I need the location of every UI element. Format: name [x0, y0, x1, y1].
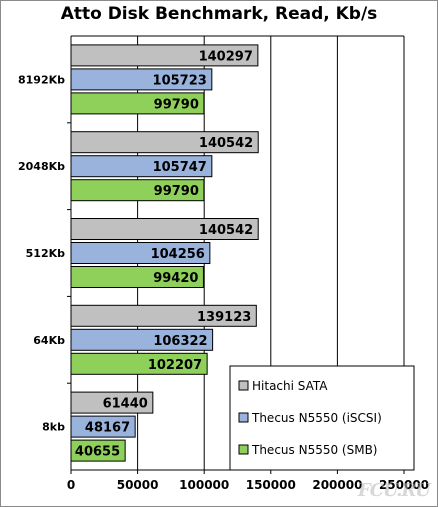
data-label-bg [199, 307, 255, 325]
x-tick-label: 100000 [179, 478, 229, 492]
legend-label: Thecus N5550 (SMB) [251, 443, 377, 457]
data-label: 99790 [154, 97, 199, 112]
data-label: 48167 [85, 421, 130, 436]
data-label-bg [76, 442, 124, 460]
data-label-bg [201, 46, 256, 64]
data-label-bg [155, 157, 210, 175]
x-tick-label: 250000 [379, 478, 429, 492]
legend-swatch [238, 380, 249, 391]
legend-swatch [238, 412, 249, 423]
x-tick-label: 0 [67, 478, 75, 492]
data-label: 61440 [103, 397, 148, 412]
data-label: 40655 [75, 445, 120, 460]
data-label-bg [104, 394, 151, 412]
category-label: 512Kb [26, 247, 65, 260]
category-label: 8192Kb [18, 73, 65, 86]
data-label: 106322 [153, 334, 207, 349]
category-label: 8kb [42, 421, 65, 434]
data-label: 102207 [148, 358, 202, 373]
data-label-bg [153, 244, 208, 262]
data-label: 105747 [153, 160, 207, 175]
x-tick-label: 200000 [312, 478, 362, 492]
legend-label: Hitachi SATA [252, 379, 328, 393]
data-label: 139123 [197, 310, 251, 325]
data-label: 140542 [199, 136, 253, 151]
category-label: 64Kb [33, 334, 65, 347]
data-label: 99790 [154, 184, 199, 199]
data-label-bg [150, 355, 206, 373]
data-label: 105723 [153, 73, 207, 88]
category-label: 2048Kb [18, 160, 65, 173]
data-label-bg [155, 94, 202, 112]
chart-title: Atto Disk Benchmark, Read, Kb/s [60, 4, 378, 24]
x-tick-label: 50000 [117, 478, 159, 492]
legend-label: Thecus N5550 (iSCSI) [251, 411, 382, 425]
data-label-bg [156, 331, 211, 349]
x-tick-label: 150000 [246, 478, 296, 492]
data-label: 99420 [153, 271, 198, 286]
watermark-logo: FCU.RU [357, 480, 431, 501]
legend-swatch [238, 444, 249, 455]
legend [229, 365, 415, 471]
data-label-bg [154, 268, 202, 286]
data-label-bg [201, 220, 257, 238]
data-label: 140542 [199, 223, 253, 238]
data-label-bg [155, 181, 202, 199]
data-label-bg [86, 418, 134, 436]
data-label-bg [155, 70, 210, 88]
data-label: 140297 [199, 49, 253, 64]
data-label-bg [201, 133, 257, 151]
data-label: 104256 [151, 247, 205, 262]
